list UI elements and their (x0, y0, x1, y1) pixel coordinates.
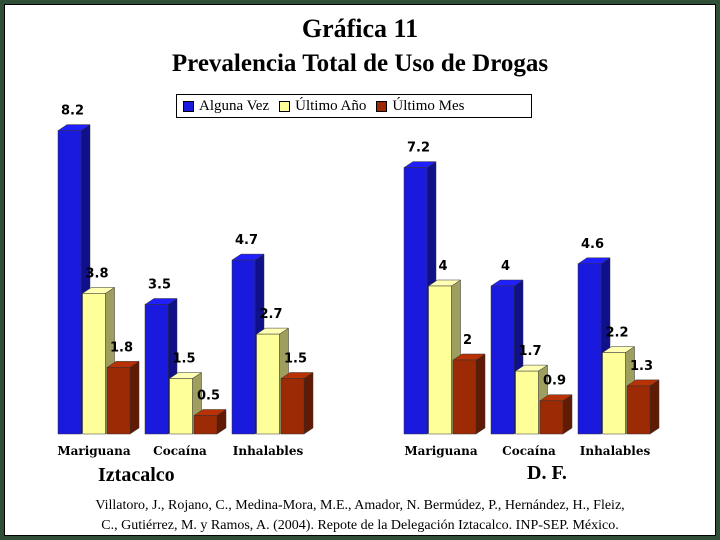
bar-iztacalco-2-0-value-label: 4.7 (235, 233, 258, 248)
legend-item-ultimo-mes: Último Mes (376, 98, 464, 115)
bar-df-0-2-value-label: 2 (463, 333, 472, 348)
bar-df-0-2-side (475, 353, 486, 435)
bar-iztacalco-0-2-value-label: 1.8 (110, 340, 133, 355)
bar-df-1-1-value-label: 1.7 (518, 344, 541, 359)
chart-title-line2: Prevalencia Total de Uso de Drogas (171, 50, 549, 77)
category-label-iztacalco-2: Inhalables (233, 444, 304, 458)
bar-df-1-0-front (490, 285, 515, 435)
bar-iztacalco-2-2-value-label: 1.5 (284, 352, 307, 367)
legend-item-alguna-vez: Alguna Vez (183, 98, 269, 115)
legend-item-ultimo-ano: Último Año (279, 98, 366, 115)
bar-iztacalco-2-2-front (280, 378, 305, 435)
bar-df-1-2-value-label: 0.9 (543, 374, 566, 389)
bar-iztacalco-0-0-value-label: 8.2 (61, 104, 84, 119)
legend-swatch-alguna-vez (183, 100, 194, 112)
legend-label-alguna-vez: Alguna Vez (199, 97, 270, 114)
legend-swatch-ultimo-ano (279, 100, 291, 112)
bar-df-1-2-side (562, 394, 573, 435)
group-title-df: D. F. (527, 462, 567, 484)
bar-iztacalco-0-0-front (57, 130, 82, 435)
bar-iztacalco-2-0-front (231, 259, 256, 435)
bar-iztacalco-1-2-front (193, 415, 218, 435)
bar-iztacalco-2-1-value-label: 2.7 (259, 307, 282, 322)
bar-iztacalco-2-2-side (303, 372, 314, 435)
category-label-df-1: Cocaína (502, 444, 556, 458)
category-label-df-2: Inhalables (580, 444, 651, 458)
legend-swatch-ultimo-mes (376, 100, 388, 112)
bar-df-0-2-front (452, 359, 477, 435)
source-citation: Villatoro, J., Rojano, C., Medina-Mora, … (20, 496, 700, 536)
bar-df-1-1-front (515, 370, 539, 435)
bar-df-2-0-front (577, 263, 602, 435)
bar-iztacalco-1-0-front (144, 304, 169, 435)
bar-iztacalco-0-2-front (106, 367, 131, 435)
bar-df-1-2-front (539, 400, 564, 435)
bar-df-1-0-value-label: 4 (501, 259, 510, 274)
bar-df-2-0-value-label: 4.6 (581, 237, 604, 252)
bar-df-2-1-front (602, 352, 626, 435)
bar-df-0-1-value-label: 4 (438, 259, 447, 274)
bar-df-2-2-value-label: 1.3 (630, 359, 653, 374)
legend: Alguna Vez Último Año Último Mes (176, 94, 532, 118)
category-label-iztacalco-0: Mariguana (57, 444, 131, 458)
bar-iztacalco-0-1-front (82, 293, 106, 435)
bar-iztacalco-0-1-value-label: 3.8 (85, 266, 108, 281)
bar-df-0-0-value-label: 7.2 (407, 141, 430, 156)
group-title-iztacalco: Iztacalco (98, 464, 175, 486)
legend-label-ultimo-mes: Último Mes (392, 97, 465, 114)
chart-title-line1: Gráfica 11 (301, 14, 419, 43)
bar-df-0-1-front (428, 285, 452, 435)
legend-label-ultimo-ano: Último Año (295, 97, 367, 114)
source-line-2: C., Gutiérrez, M. y Ramos, A. (2004). Re… (101, 518, 619, 533)
bar-df-2-2-side (649, 379, 660, 435)
bar-iztacalco-1-1-front (169, 378, 193, 435)
bar-iztacalco-1-0-value-label: 3.5 (148, 278, 171, 293)
category-label-df-0: Mariguana (404, 444, 478, 458)
bar-iztacalco-1-1-value-label: 1.5 (172, 352, 195, 367)
category-label-iztacalco-1: Cocaína (153, 444, 207, 458)
bar-df-0-0-front (403, 167, 428, 435)
bar-iztacalco-1-2-value-label: 0.5 (197, 389, 220, 404)
bar-df-2-2-front (626, 385, 651, 435)
bar-iztacalco-2-1-front (256, 333, 280, 435)
bar-iztacalco-0-2-side (129, 360, 140, 435)
source-line-1: Villatoro, J., Rojano, C., Medina-Mora, … (95, 498, 625, 513)
bar-df-2-1-value-label: 2.2 (605, 326, 628, 341)
